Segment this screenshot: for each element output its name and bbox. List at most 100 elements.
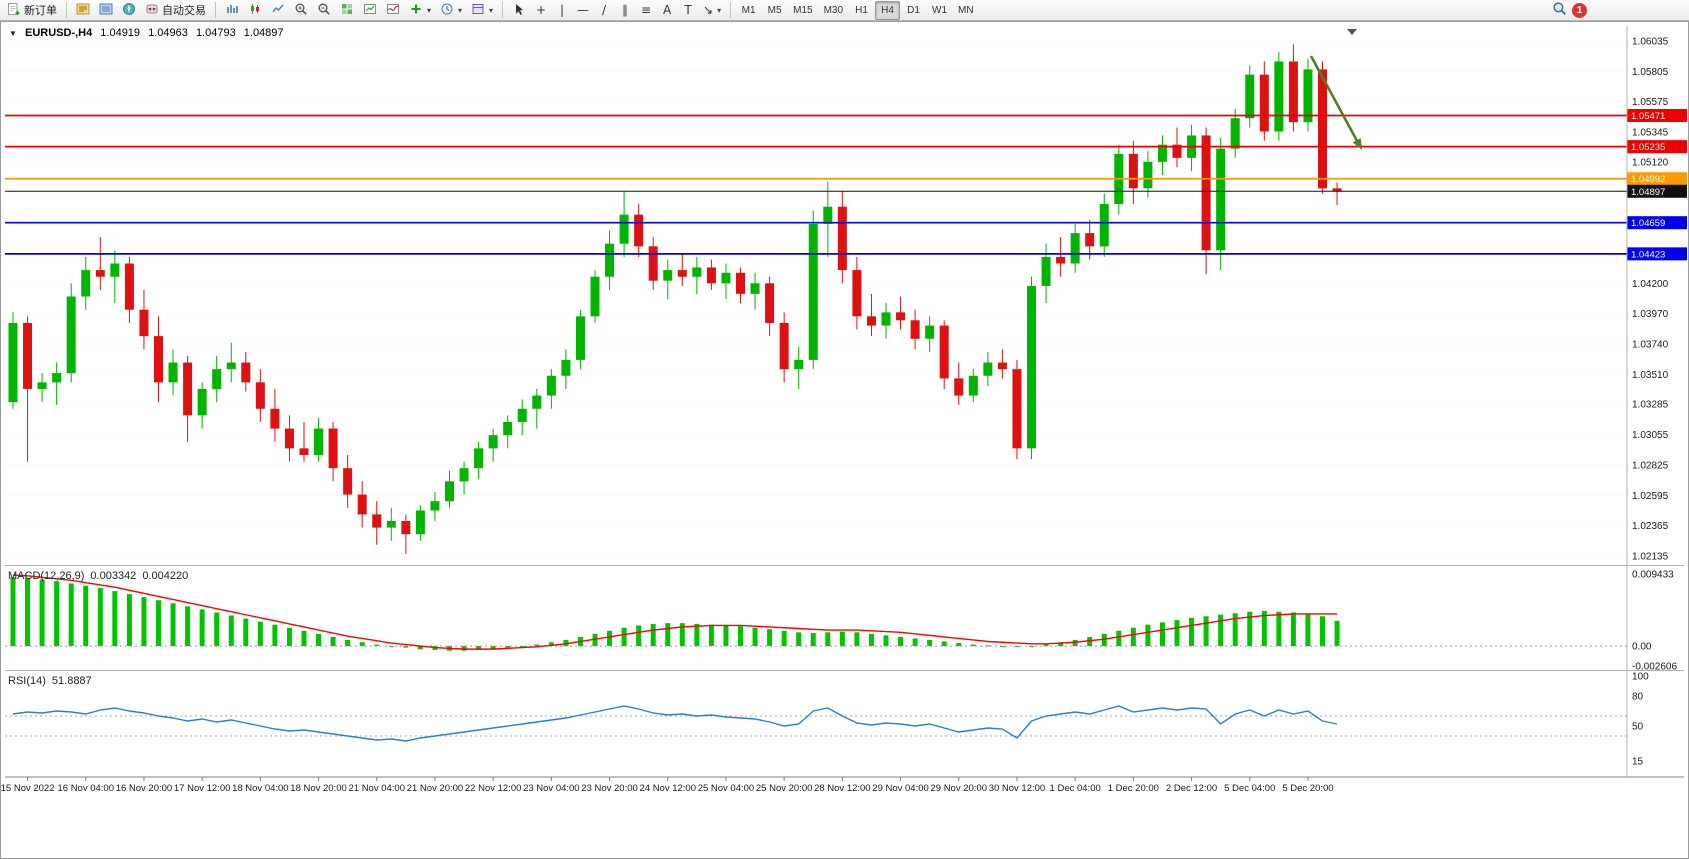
text-tool-button[interactable]: A: [657, 1, 677, 20]
tile-windows-button[interactable]: [336, 1, 358, 20]
macd-label: MACD(12,26,9) 0.003342 0.004220: [8, 570, 194, 582]
price-tags: 1.05471 1.05235 1.04992 1.04659 1.04423 1.048…: [1627, 108, 1687, 261]
svg-text:24 Nov 12:00: 24 Nov 12:00: [639, 783, 696, 794]
svg-text:5 Dec 20:00: 5 Dec 20:00: [1282, 783, 1333, 794]
svg-text:0.009433: 0.009433: [1632, 570, 1674, 581]
collapse-icon[interactable]: ▼: [9, 29, 17, 38]
svg-text:1.05805: 1.05805: [1632, 67, 1669, 78]
toolbar-right-padding: [1588, 10, 1686, 11]
chart-objects-icon: [363, 2, 377, 19]
data-window-icon: [99, 2, 113, 19]
periods-button[interactable]: ▾: [436, 1, 466, 20]
rsi-label: RSI(14) 51.8887: [8, 675, 98, 687]
svg-text:18 Nov 04:00: 18 Nov 04:00: [232, 783, 289, 794]
trendline-icon: /: [602, 3, 607, 17]
label-tool-icon: T: [684, 3, 692, 17]
zoom-in-button[interactable]: [290, 1, 312, 20]
notification-badge[interactable]: 1: [1572, 2, 1587, 18]
ohlc-open: 1.04919: [100, 27, 141, 39]
svg-text:25 Nov 04:00: 25 Nov 04:00: [698, 783, 755, 794]
channel-button[interactable]: ∥: [615, 1, 635, 20]
zoom-out-button[interactable]: [313, 1, 335, 20]
symbol-period: EURUSD-,H4: [24, 27, 93, 39]
market-watch-button[interactable]: [72, 1, 94, 20]
bar-chart-button[interactable]: [221, 1, 243, 20]
svg-text:16 Nov 20:00: 16 Nov 20:00: [116, 783, 173, 794]
fibonacci-button[interactable]: ≡: [636, 1, 656, 20]
svg-text:80: 80: [1632, 692, 1644, 703]
annotation-arrow: [1309, 55, 1362, 150]
price-tag: [1627, 172, 1687, 186]
chevron-down-icon: ▾: [717, 5, 722, 15]
toolbar-separator: [66, 2, 67, 18]
timeframe-d1[interactable]: D1: [901, 1, 926, 20]
svg-text:15: 15: [1632, 757, 1644, 768]
svg-text:16 Nov 04:00: 16 Nov 04:00: [57, 783, 114, 794]
svg-text:1.04423: 1.04423: [1631, 249, 1665, 260]
rsi-layer: [5, 705, 1627, 742]
horizontal-line-button[interactable]: —: [573, 1, 593, 20]
data-window-button[interactable]: [95, 1, 117, 20]
navigator-button[interactable]: [118, 1, 140, 20]
chart-indicators-button[interactable]: [382, 1, 404, 20]
svg-text:1.03510: 1.03510: [1632, 370, 1669, 381]
new-order-label: 新订单: [24, 5, 57, 17]
timeframe-mn[interactable]: MN: [953, 1, 979, 20]
svg-text:15 Nov 2022: 15 Nov 2022: [1, 783, 54, 794]
price-tag: [1627, 140, 1687, 154]
line-chart-button[interactable]: [267, 1, 289, 20]
fibonacci-icon: ≡: [641, 3, 652, 17]
svg-text:1.02365: 1.02365: [1632, 521, 1669, 532]
label-tool-button[interactable]: T: [678, 1, 698, 20]
cursor-button[interactable]: [508, 1, 530, 20]
macd-layer: [5, 574, 1627, 651]
candlestick-chart-button[interactable]: [244, 1, 266, 20]
search-button[interactable]: [1548, 1, 1571, 20]
chevron-down-icon: ▾: [427, 5, 432, 15]
new-order-button[interactable]: 新订单: [3, 1, 61, 20]
svg-text:25 Nov 20:00: 25 Nov 20:00: [756, 783, 813, 794]
chart-objects-button[interactable]: [359, 1, 381, 20]
rsi-name: RSI(14): [8, 675, 46, 687]
chart-window[interactable]: 1.06035 1.05805 1.05575 1.05345 1.05120 1.048…: [0, 21, 1689, 859]
svg-text:1.05575: 1.05575: [1632, 97, 1669, 108]
chart-title: ▼ EURUSD-,H4 1.04919 1.04963 1.04793 1.0…: [9, 27, 289, 39]
svg-text:28 Nov 12:00: 28 Nov 12:00: [814, 783, 871, 794]
timeframe-m30[interactable]: M30: [819, 1, 848, 20]
svg-text:0.00: 0.00: [1632, 642, 1652, 653]
svg-text:22 Nov 12:00: 22 Nov 12:00: [465, 783, 522, 794]
timeframe-m5[interactable]: M5: [762, 1, 787, 20]
new-order-icon: [7, 2, 21, 19]
auto-trading-button[interactable]: 自动交易: [141, 1, 210, 20]
crosshair-button[interactable]: +: [531, 1, 551, 20]
add-indicator-icon: [409, 2, 423, 19]
timeframe-w1[interactable]: W1: [927, 1, 952, 20]
timeframe-m1[interactable]: M1: [736, 1, 761, 20]
bar-chart-icon: [225, 2, 239, 19]
svg-text:21 Nov 04:00: 21 Nov 04:00: [348, 783, 405, 794]
svg-text:1.03970: 1.03970: [1632, 309, 1669, 320]
svg-text:2 Dec 12:00: 2 Dec 12:00: [1166, 783, 1217, 794]
timeframe-h4[interactable]: H4: [875, 0, 901, 20]
price-tag: [1627, 108, 1687, 122]
add-indicator-button[interactable]: ▾: [405, 1, 435, 20]
svg-text:1.05120: 1.05120: [1632, 157, 1669, 168]
trendline-button[interactable]: /: [594, 1, 614, 20]
ohlc-high: 1.04963: [148, 27, 188, 39]
vertical-line-button[interactable]: |: [552, 1, 572, 20]
svg-text:100: 100: [1632, 672, 1649, 683]
timeframe-m15[interactable]: M15: [788, 1, 817, 20]
templates-button[interactable]: ▾: [467, 1, 497, 20]
channel-icon: ∥: [622, 3, 629, 17]
timeframe-h1[interactable]: H1: [849, 1, 874, 20]
clock-icon: [440, 2, 454, 19]
arrows-tool-button[interactable]: ↘ ▾: [699, 1, 725, 20]
chart-canvas[interactable]: 1.06035 1.05805 1.05575 1.05345 1.05120 1.048…: [1, 22, 1688, 858]
chart-shift-marker[interactable]: [1347, 29, 1357, 35]
svg-text:1.02825: 1.02825: [1632, 460, 1669, 471]
svg-text:21 Nov 20:00: 21 Nov 20:00: [407, 783, 464, 794]
crosshair-icon: +: [536, 3, 547, 17]
rsi-value: 51.8887: [51, 675, 92, 687]
macd-main-value: 0.003342: [90, 570, 137, 582]
macd-signal-value: 0.004220: [142, 570, 189, 582]
